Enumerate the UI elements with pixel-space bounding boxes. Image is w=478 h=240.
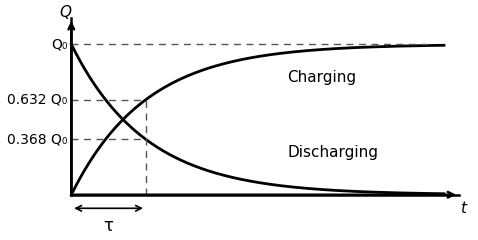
Text: Charging: Charging [287,70,357,85]
Text: t: t [460,201,466,216]
Text: 0.368 Q₀: 0.368 Q₀ [7,132,67,146]
Text: τ: τ [104,217,114,235]
Text: Q: Q [59,5,71,20]
Text: Q₀: Q₀ [51,37,67,51]
Text: 0.632 Q₀: 0.632 Q₀ [7,93,67,107]
Text: Discharging: Discharging [287,145,379,160]
